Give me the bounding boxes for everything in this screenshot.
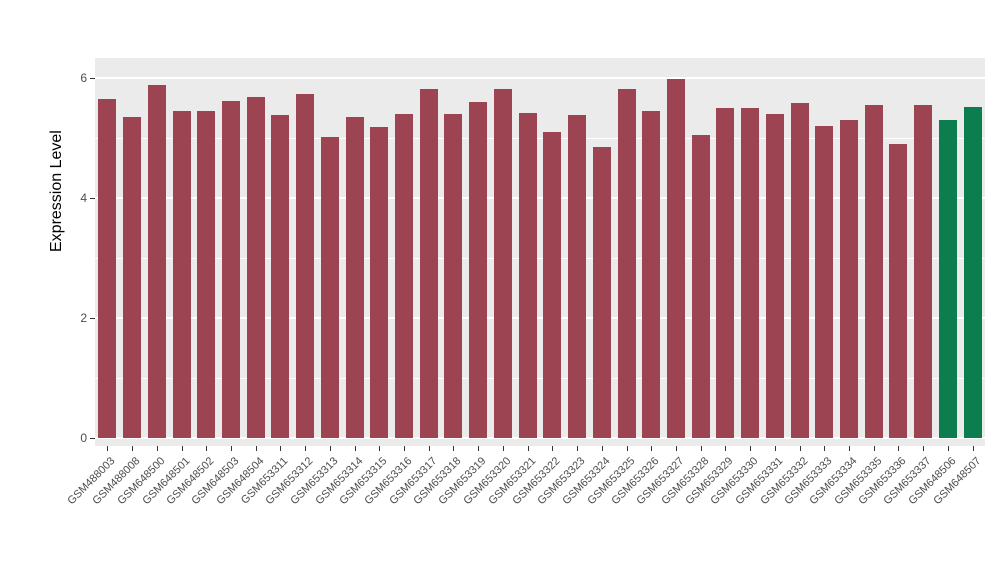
bar-GSM653320 [494,89,512,438]
bar-GSM653323 [568,115,586,438]
plot-panel [95,58,985,446]
y-tick-label-2: 2 [80,311,87,325]
bar-GSM653336 [889,144,907,438]
bar-GSM648507 [964,107,982,438]
gridline-major [95,197,985,199]
bar-GSM648503 [222,101,240,438]
x-tick-mark [800,446,801,451]
bar-GSM648504 [247,97,265,438]
x-tick-mark [132,446,133,451]
gridline-major [95,77,985,79]
bar-GSM653331 [766,114,784,438]
bar-GSM488008 [123,117,141,438]
x-tick-mark [577,446,578,451]
x-tick-mark [528,446,529,451]
x-tick-mark [503,446,504,451]
x-tick-mark [824,446,825,451]
x-tick-mark [157,446,158,451]
x-tick-mark [552,446,553,451]
x-tick-mark [404,446,405,451]
gridline-major [95,317,985,319]
y-tick-label-4: 4 [80,191,87,205]
bar-GSM653335 [865,105,883,438]
bar-GSM653334 [840,120,858,438]
x-tick-mark [305,446,306,451]
x-tick-mark [256,446,257,451]
bar-GSM653324 [593,147,611,438]
x-tick-mark [107,446,108,451]
y-tick-mark [90,318,95,319]
x-tick-mark [948,446,949,451]
bar-GSM653319 [469,102,487,438]
y-tick-mark [90,78,95,79]
x-tick-mark [651,446,652,451]
x-tick-mark [355,446,356,451]
x-tick-mark [280,446,281,451]
y-tick-mark [90,198,95,199]
x-tick-mark [453,446,454,451]
bar-GSM648502 [197,111,215,438]
bar-GSM653327 [667,79,685,438]
x-tick-mark [602,446,603,451]
y-tick-mark [90,438,95,439]
bar-GSM488003 [98,99,116,438]
bar-GSM653329 [716,108,734,438]
x-tick-mark [725,446,726,451]
y-tick-label-0: 0 [80,431,87,445]
y-tick-label-6: 6 [80,71,87,85]
bar-GSM653328 [692,135,710,438]
bar-GSM653314 [346,117,364,438]
x-tick-mark [874,446,875,451]
x-tick-mark [676,446,677,451]
x-tick-mark [849,446,850,451]
x-tick-mark [627,446,628,451]
x-tick-mark [898,446,899,451]
bar-GSM653317 [420,89,438,438]
bar-GSM648501 [173,111,191,438]
bar-GSM653316 [395,114,413,438]
bar-GSM653311 [271,115,289,438]
bar-GSM648500 [148,85,166,438]
bar-GSM653337 [914,105,932,438]
x-tick-mark [478,446,479,451]
bar-GSM653326 [642,111,660,438]
bar-GSM653318 [444,114,462,438]
x-tick-mark [330,446,331,451]
x-tick-mark [923,446,924,451]
x-tick-mark [231,446,232,451]
x-tick-mark [429,446,430,451]
gridline-major [95,437,985,439]
bar-GSM653330 [741,108,759,438]
x-tick-mark [379,446,380,451]
x-tick-mark [775,446,776,451]
bar-GSM653322 [543,132,561,438]
gridline-minor [95,377,985,379]
bar-GSM653332 [791,103,809,438]
x-tick-mark [973,446,974,451]
bar-GSM653312 [296,94,314,438]
x-tick-mark [206,446,207,451]
x-tick-mark [182,446,183,451]
gridline-minor [95,257,985,259]
bar-GSM648506 [939,120,957,438]
bar-GSM653321 [519,113,537,438]
gridline-minor [95,137,985,139]
bar-GSM653315 [370,127,388,438]
x-tick-mark [701,446,702,451]
bar-GSM653313 [321,137,339,438]
x-tick-mark [750,446,751,451]
bar-GSM653325 [618,89,636,438]
bar-GSM653333 [815,126,833,438]
